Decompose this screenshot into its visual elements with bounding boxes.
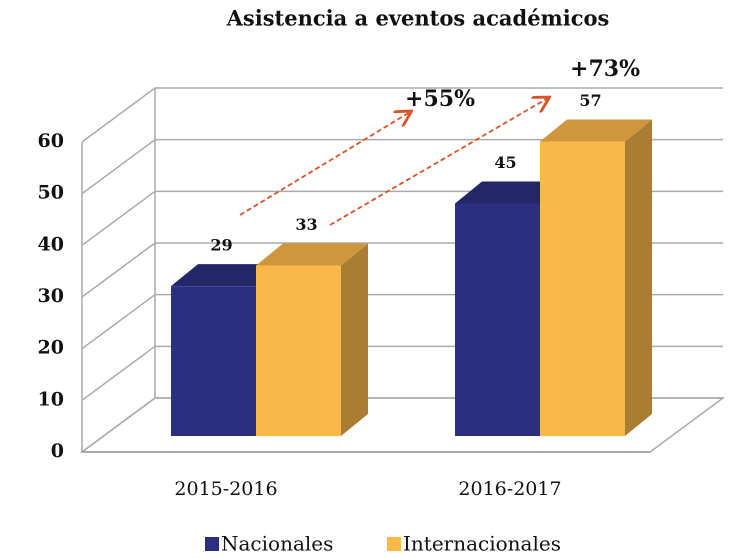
y-tick-label: 40 (38, 233, 64, 255)
legend-swatch (205, 537, 219, 551)
bar (171, 286, 256, 436)
x-tick-label: 2016-2017 (458, 478, 561, 500)
legend-label: Internacionales (403, 532, 561, 556)
bar (455, 203, 540, 436)
bar-top (540, 119, 652, 142)
annotation: +73% (570, 56, 640, 82)
bar-side (625, 119, 652, 436)
chart-title: Asistencia a eventos académicos (226, 6, 610, 31)
value-label: 33 (295, 215, 317, 234)
legend-label: Nacionales (221, 532, 333, 556)
bar-side (341, 243, 368, 436)
y-tick-label: 60 (38, 130, 64, 152)
value-label: 29 (210, 236, 232, 255)
bar-top (455, 181, 567, 204)
annotation-arrow (239, 112, 410, 216)
bar (540, 141, 625, 436)
annotation-arrow (329, 98, 548, 226)
annotation: +55% (405, 86, 475, 112)
y-tick-label: 0 (51, 440, 64, 462)
bar-top (171, 264, 283, 287)
y-tick-label: 10 (38, 388, 64, 410)
value-label: 45 (494, 153, 516, 172)
legend-swatch (387, 537, 401, 551)
bar-top (256, 243, 368, 266)
value-label: 57 (579, 91, 601, 110)
y-tick-label: 20 (38, 337, 64, 359)
bar (256, 265, 341, 436)
y-tick-label: 30 (38, 285, 64, 307)
y-tick-label: 50 (38, 182, 64, 204)
x-tick-label: 2015-2016 (174, 478, 277, 500)
